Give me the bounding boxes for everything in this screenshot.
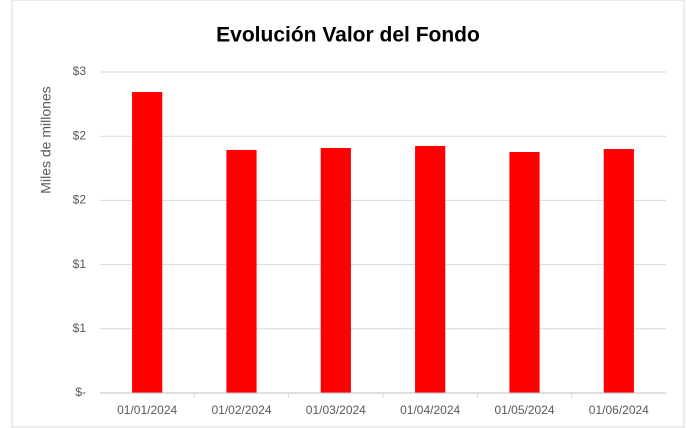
x-tick-label: 01/01/2024 bbox=[117, 403, 177, 417]
x-tick-label: 01/06/2024 bbox=[589, 403, 649, 417]
y-tick-label: $- bbox=[75, 385, 86, 399]
x-tick-label: 01/05/2024 bbox=[494, 403, 554, 417]
x-tick-label: 01/03/2024 bbox=[306, 403, 366, 417]
bar bbox=[415, 145, 446, 393]
x-tick-label: 01/02/2024 bbox=[211, 403, 271, 417]
y-tick-label: $2 bbox=[73, 193, 87, 207]
y-tick-label: $1 bbox=[73, 257, 87, 271]
y-tick-label: $1 bbox=[73, 321, 87, 335]
bar bbox=[132, 92, 163, 394]
y-tick-label: $2 bbox=[73, 128, 87, 142]
bar bbox=[603, 149, 634, 393]
y-axis-title: Miles de millones bbox=[38, 86, 54, 193]
x-tick-label: 01/04/2024 bbox=[400, 403, 460, 417]
bar bbox=[509, 151, 540, 393]
bar bbox=[226, 149, 257, 393]
chart-title: Evolución Valor del Fondo bbox=[216, 24, 480, 47]
y-tick-label: $3 bbox=[73, 64, 87, 78]
bar bbox=[320, 148, 351, 393]
